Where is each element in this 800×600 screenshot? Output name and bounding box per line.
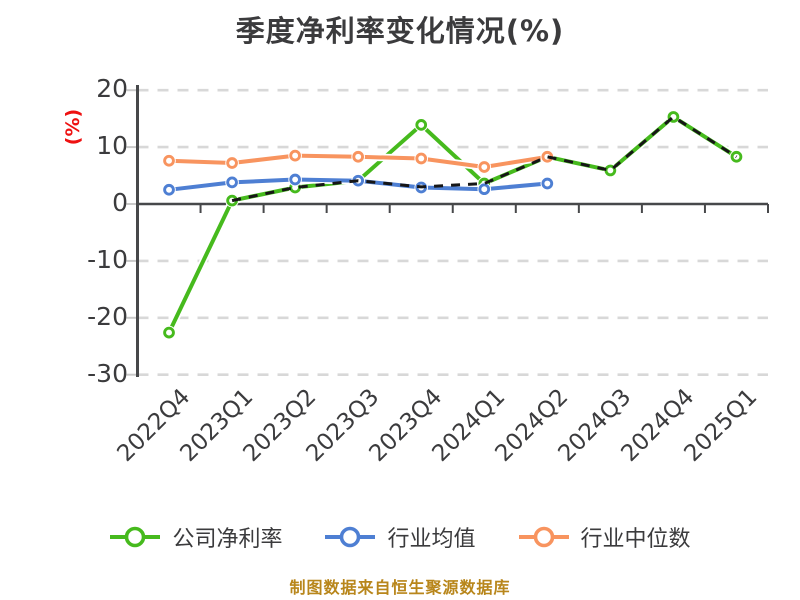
legend-label: 行业中位数 <box>580 527 691 552</box>
y-tick-label-0: 0 <box>112 188 128 217</box>
legend-label: 公司净利率 <box>172 527 283 552</box>
y-tick-label-20: 20 <box>96 74 128 104</box>
y-tick-label--30: -30 <box>87 358 128 388</box>
legend-item-3[interactable]: 行业中位数 <box>518 521 691 553</box>
legend-marker-icon <box>325 526 376 548</box>
marker-1-2 <box>289 173 301 186</box>
legend-marker-icon <box>110 526 161 548</box>
data-source-caption: 制图数据来自恒生聚源数据库 <box>289 578 511 597</box>
marker-2-4 <box>415 152 428 165</box>
marker-1-5 <box>478 183 491 196</box>
marker-1-1 <box>226 176 238 189</box>
marker-2-2 <box>289 149 301 162</box>
marker-1-0 <box>163 183 175 196</box>
marker-2-1 <box>226 157 238 169</box>
legend-item-2[interactable]: 行业均值 <box>324 521 476 553</box>
overlay-dashed-line <box>231 115 738 203</box>
series-casing-0 <box>165 113 741 337</box>
y-tick-label--20: -20 <box>87 301 128 331</box>
legend-item-1[interactable]: 公司净利率 <box>109 521 282 553</box>
y-tick-label-10: 10 <box>96 131 128 161</box>
legend: 公司净利率 行业均值 行业中位数 <box>0 518 800 556</box>
marker-0-4 <box>415 119 428 131</box>
marker-2-5 <box>478 161 491 173</box>
marker-2-0 <box>163 154 175 167</box>
legend-label: 行业均值 <box>387 527 476 552</box>
marker-2-3 <box>352 150 365 163</box>
chart-title: 季度净利率变化情况(%) <box>235 14 565 48</box>
y-tick-label--10: -10 <box>87 244 128 274</box>
marker-0-0 <box>163 326 175 339</box>
marker-1-6 <box>541 177 554 190</box>
legend-marker-icon <box>518 526 569 548</box>
